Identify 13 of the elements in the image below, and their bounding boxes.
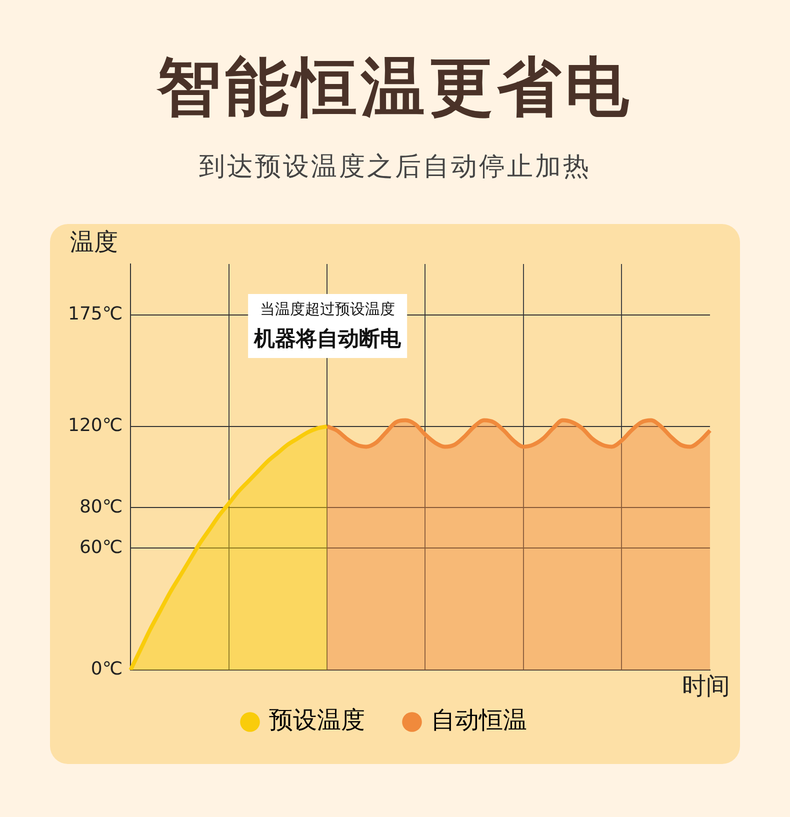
y-tick-label: 175℃ — [68, 303, 123, 324]
annotation: 机器将自动断电 — [253, 326, 402, 350]
chart-subtitle: 到达预设温度之后自动停止加热 — [198, 151, 592, 184]
y-tick-label: 0℃ — [90, 658, 123, 680]
y-tick-label: 120℃ — [68, 415, 123, 436]
annotation: 当温度超过预设温度 — [260, 300, 396, 318]
legend-label: 自动恒温 — [431, 706, 527, 734]
y-tick-label: 60℃ — [79, 536, 123, 558]
y-axis-title: 温度 — [70, 228, 118, 256]
y-tick-label: 80℃ — [79, 496, 123, 518]
legend-label: 预设温度 — [269, 706, 365, 734]
x-axis-title: 时间 — [682, 672, 730, 700]
chart-title: 智能恒温更省电 — [156, 50, 634, 127]
